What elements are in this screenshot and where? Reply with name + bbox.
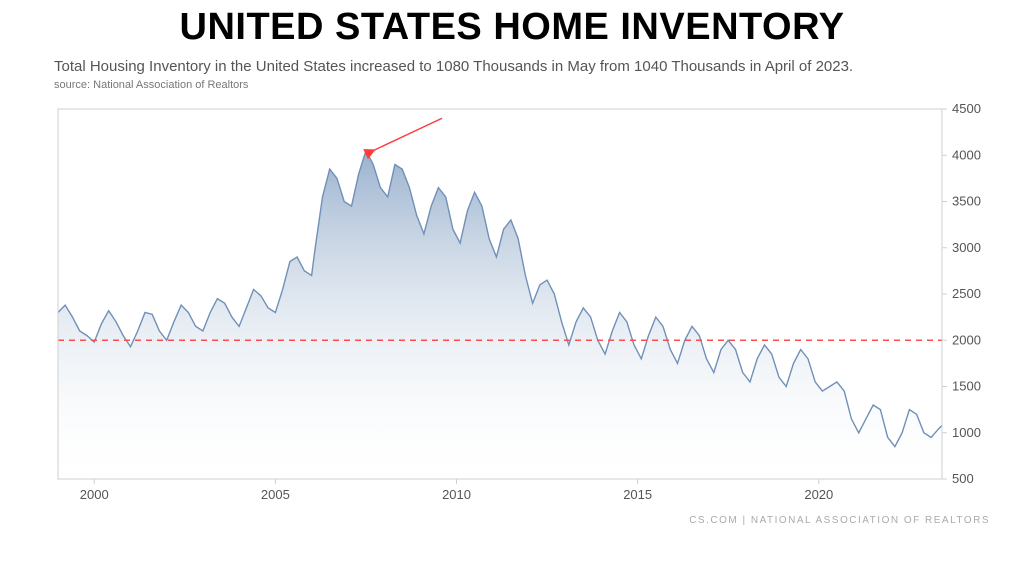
svg-text:2000: 2000 [80,487,109,502]
svg-text:500: 500 [952,471,974,486]
svg-text:4500: 4500 [952,101,981,116]
svg-text:2000: 2000 [952,333,981,348]
svg-text:2015: 2015 [623,487,652,502]
inventory-chart: 500 1000 1500 2000 2500 3000 3500 4000 4500 2000 2… [54,101,994,511]
svg-text:1000: 1000 [952,425,981,440]
svg-text:2010: 2010 [442,487,471,502]
chart-svg: 500 1000 1500 2000 2500 3000 3500 4000 4500 2000 2… [54,101,994,511]
svg-text:2020: 2020 [804,487,833,502]
svg-text:4000: 4000 [952,148,981,163]
svg-text:2500: 2500 [952,286,981,301]
svg-text:2005: 2005 [261,487,290,502]
svg-text:1500: 1500 [952,379,981,394]
attribution-label: CS.COM | NATIONAL ASSOCIATION OF REALTOR… [0,511,1024,526]
svg-text:3500: 3500 [952,194,981,209]
svg-text:3000: 3000 [952,240,981,255]
page-title: UNITED STATES HOME INVENTORY [0,0,1024,49]
chart-subtitle: Total Housing Inventory in the United St… [0,49,1024,79]
source-label: source: National Association of Realtors [0,79,1024,95]
